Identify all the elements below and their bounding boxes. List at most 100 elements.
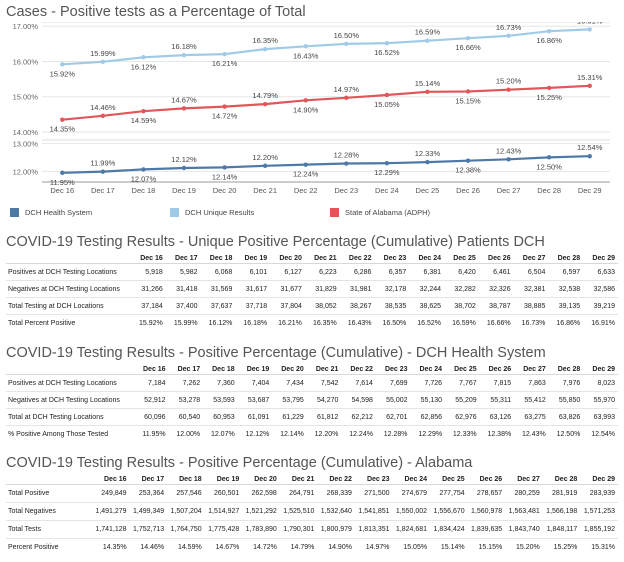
table-cell: 15.05% <box>403 544 428 551</box>
data-point <box>100 59 106 65</box>
column-header: Dec 22 <box>350 365 373 373</box>
data-point <box>546 155 552 160</box>
table-cell: 32,244 <box>409 280 445 298</box>
table-cell: 39,219 <box>583 297 618 315</box>
table-cell: 12.28% <box>383 430 408 438</box>
data-point <box>506 157 511 162</box>
column-header: Dec 26 <box>488 365 512 373</box>
column-header: Dec 23 <box>366 475 390 483</box>
table-cell: 1,824,681 <box>392 520 431 539</box>
data-label: 12.54% <box>577 143 603 152</box>
column-header: Dec 24 <box>404 475 428 483</box>
data-label: 16.43% <box>293 51 319 60</box>
data-label: 12.50% <box>536 162 562 171</box>
y-tick-label: 13.00% <box>13 139 39 148</box>
column-header: Dec 26 <box>479 475 503 483</box>
series-line <box>62 84 590 121</box>
table-row: Total at DCH Testing Locations 60,096 60,5… <box>6 408 618 426</box>
legend-item: DCH Unique Results <box>170 208 254 217</box>
table-cell: 7,699 <box>375 374 411 392</box>
x-tick-label: Dec 24 <box>375 186 399 195</box>
table-row: Positives at DCH Testing Locations 5,918 5… <box>6 263 618 281</box>
table-cell: 5,982 <box>165 263 201 281</box>
data-label: 12.24% <box>293 170 319 179</box>
data-label: 11.99% <box>90 159 115 168</box>
table-alabama: Dec 16 Dec 17 Dec 18 Dec 19 Dec 20 Dec 21 Dec … <box>6 474 618 556</box>
table-cell: 31,266 <box>131 280 166 298</box>
table-cell: 283,939 <box>580 484 618 503</box>
data-label: 16.73% <box>496 23 522 32</box>
table-cell: 12.00% <box>176 430 201 438</box>
column-header: Dec 27 <box>523 365 546 373</box>
table-header-corner <box>6 364 134 375</box>
column-header: Dec 29 <box>592 254 615 262</box>
table-cell: 52,912 <box>134 391 169 409</box>
table-cell: 16.50% <box>382 319 407 327</box>
table-cell: 12.50% <box>556 430 581 438</box>
table-cell: 1,499,349 <box>129 502 168 521</box>
x-tick-label: Dec 27 <box>497 186 521 195</box>
row-label: Negatives at DCH Testing Locations <box>6 280 131 298</box>
table-cell: 249,849 <box>92 484 130 503</box>
table-cell: 38,052 <box>304 297 340 315</box>
data-point <box>141 167 146 172</box>
table-cell: 1,541,851 <box>354 502 393 521</box>
column-header: Dec 20 <box>281 365 304 373</box>
column-header: Dec 20 <box>279 254 302 262</box>
column-header: Dec 28 <box>554 475 578 483</box>
table-row: Positives at DCH Testing Locations 7,184 7… <box>6 374 618 392</box>
table-cell: 16.12% <box>208 319 233 327</box>
row-label: Positives at DCH Testing Locations <box>6 374 135 392</box>
x-tick-label: Dec 20 <box>213 186 237 195</box>
table-cell: 16.35% <box>312 319 337 327</box>
data-point <box>465 36 471 41</box>
table-cell: 16.21% <box>278 319 302 327</box>
data-label: 16.50% <box>334 31 360 40</box>
series-line <box>62 28 590 66</box>
data-point <box>60 62 65 67</box>
x-tick-label: Dec 28 <box>537 186 561 195</box>
table-cell: 63,126 <box>479 408 515 426</box>
table-cell: 7,404 <box>237 374 273 392</box>
column-header: Dec 25 <box>453 254 476 262</box>
table-cell: 7,542 <box>306 374 342 392</box>
data-point <box>141 108 146 114</box>
row-label: Total Positive <box>6 484 93 503</box>
x-tick-label: Dec 26 <box>456 186 480 195</box>
data-label: 15.05% <box>374 100 400 109</box>
data-point <box>506 33 511 38</box>
table-row: Percent Positive 14.35% 14.46% 14.59% 14.67%… <box>6 539 618 557</box>
x-tick-label: Dec 23 <box>334 186 358 195</box>
table-cell: 1,752,713 <box>129 520 168 539</box>
table-cell: 61,091 <box>237 408 273 426</box>
table-cell: 6,504 <box>513 263 549 281</box>
data-point <box>60 170 65 175</box>
data-point <box>303 98 308 103</box>
legend-item: State of Alabama (ADPH) <box>330 208 430 217</box>
column-header: Dec 17 <box>141 475 165 483</box>
table-cell: 55,970 <box>583 391 618 409</box>
column-header: Dec 22 <box>329 475 352 483</box>
table-cell: 62,212 <box>341 408 376 426</box>
chart-legend: DCH Health System DCH Unique Results State… <box>10 208 620 220</box>
data-label: 16.66% <box>455 43 481 52</box>
column-header: Dec 21 <box>315 365 339 373</box>
data-label: 12.38% <box>455 166 481 175</box>
data-label: 12.28% <box>334 151 360 160</box>
row-label: Percent Positive <box>8 544 59 551</box>
data-label: 14.97% <box>334 85 360 94</box>
table-cell: 32,538 <box>548 280 584 298</box>
table-cell: 6,381 <box>409 263 445 281</box>
table-cell: 60,953 <box>203 408 238 426</box>
data-point <box>262 46 268 52</box>
x-tick-label: Dec 19 <box>172 186 196 195</box>
data-label: 16.35% <box>252 36 278 45</box>
row-label: Total at DCH Testing Locations <box>6 408 135 426</box>
data-label: 12.12% <box>171 155 197 164</box>
table-cell: 15.99% <box>173 319 198 327</box>
column-header: Dec 24 <box>419 365 443 373</box>
line-chart: 12.00% 13.00% 14.00% 15.00% 16.00% 17.00% Dec … <box>13 22 610 195</box>
table-cell: 38,702 <box>444 297 479 315</box>
data-label: 12.07% <box>131 174 157 183</box>
legend-swatch <box>10 208 19 217</box>
